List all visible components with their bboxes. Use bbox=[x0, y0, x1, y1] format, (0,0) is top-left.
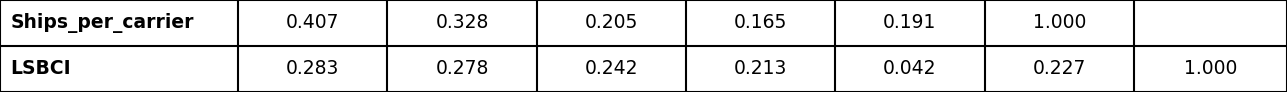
Text: LSBCI: LSBCI bbox=[10, 60, 71, 78]
Text: 1.000: 1.000 bbox=[1184, 60, 1237, 78]
Text: 0.328: 0.328 bbox=[435, 14, 489, 32]
Text: 0.165: 0.165 bbox=[734, 14, 788, 32]
Text: 0.278: 0.278 bbox=[435, 60, 489, 78]
Text: 0.042: 0.042 bbox=[883, 60, 937, 78]
Text: 0.283: 0.283 bbox=[286, 60, 340, 78]
Text: 0.407: 0.407 bbox=[286, 14, 340, 32]
Text: 0.227: 0.227 bbox=[1032, 60, 1086, 78]
Text: 1.000: 1.000 bbox=[1032, 14, 1086, 32]
Text: 0.242: 0.242 bbox=[584, 60, 638, 78]
Text: 0.191: 0.191 bbox=[883, 14, 937, 32]
Text: 0.213: 0.213 bbox=[734, 60, 788, 78]
Text: Ships_per_carrier: Ships_per_carrier bbox=[10, 13, 194, 33]
Text: 0.205: 0.205 bbox=[584, 14, 638, 32]
